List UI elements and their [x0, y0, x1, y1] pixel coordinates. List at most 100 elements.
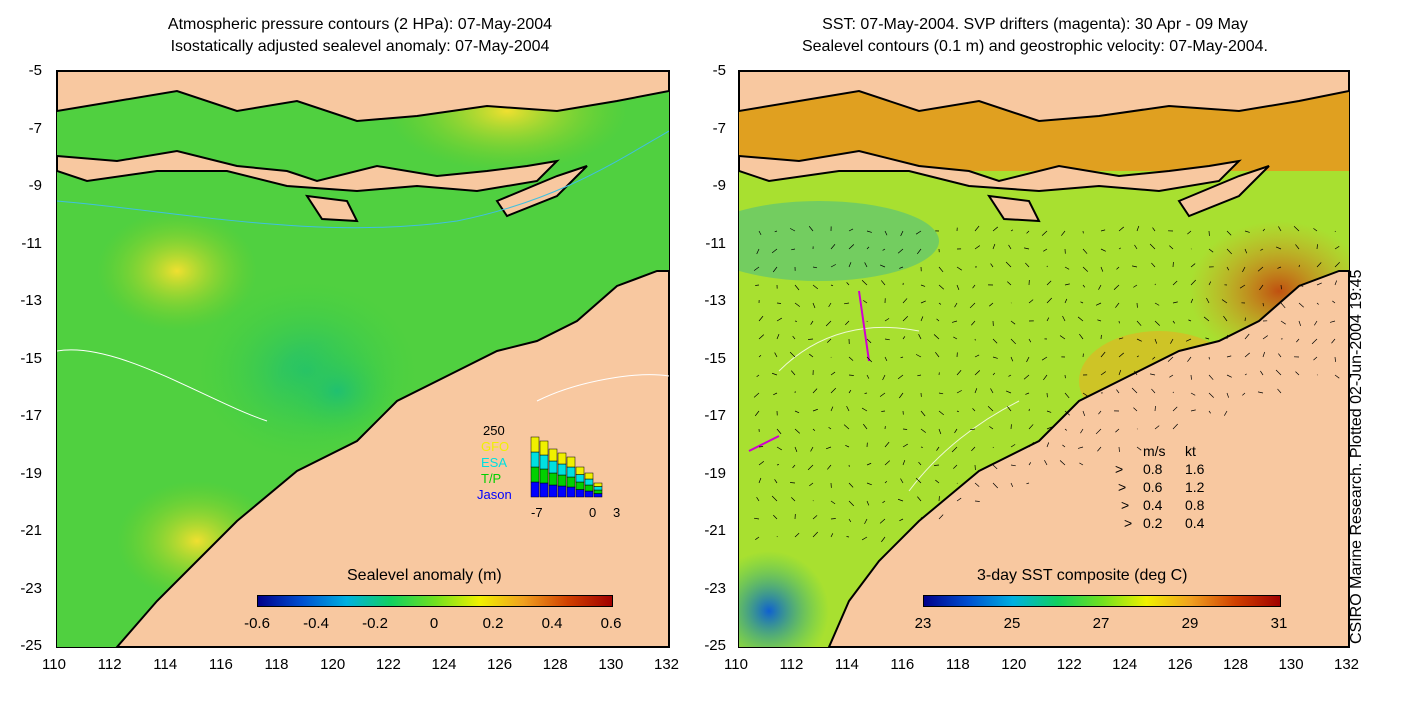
y-tick-label: -17: [20, 407, 42, 424]
x-tick-label: 130: [598, 656, 624, 673]
x-tick-label: 126: [1167, 656, 1193, 673]
hist-bar-segment: [530, 481, 540, 498]
x-tick-label: 120: [1001, 656, 1027, 673]
x-tick-label: 118: [945, 656, 970, 673]
right-colorbar: [923, 595, 1281, 607]
x-tick-label: 126: [487, 656, 513, 673]
y-tick-label: -25: [20, 637, 42, 654]
right-map-panel: m/s kt >0.8 1.6 >0.6 1.2 >0.4 0.8 >0.2 0.4 3-da…: [738, 70, 1350, 648]
colorbar-tick: 0.6: [600, 615, 622, 632]
x-tick-label: 120: [320, 656, 346, 673]
left-title-line1: Atmospheric pressure contours (2 HPa): 0…: [167, 16, 553, 33]
right-title-line1: SST: 07-May-2004. SVP drifters (magenta)…: [822, 16, 1248, 33]
vel-kt: 1.2: [1185, 479, 1205, 495]
right-north-land: [739, 71, 1349, 123]
vel-ms: 0.4: [1143, 497, 1163, 513]
y-tick-label: -19: [704, 464, 726, 482]
vel-kt: 1.6: [1185, 461, 1205, 477]
x-tick-label: 122: [1056, 656, 1082, 673]
x-tick-label: 130: [1278, 656, 1304, 673]
y-tick-label: -15: [20, 349, 42, 367]
hist-bar-segment: [557, 485, 567, 498]
side-credit: CSIRO Marine Research. Plotted 02-Jun-20…: [1348, 269, 1365, 644]
x-tick-label: 110: [42, 656, 66, 673]
y-tick-label: -11: [21, 234, 42, 252]
y-tick-label: -23: [20, 579, 42, 597]
colorbar-tick: -0.6: [244, 615, 270, 632]
y-tick-label: -17: [704, 407, 726, 424]
vel-ms: 0.8: [1143, 461, 1163, 477]
right-australia: [827, 270, 1349, 647]
vel-arrow-icon: >: [1118, 479, 1127, 495]
vel-ms: 0.2: [1143, 515, 1163, 531]
hist-bar-segment: [575, 481, 585, 490]
y-tick-label: -25: [704, 637, 726, 654]
left-north-land: [57, 71, 669, 123]
x-tick-label: 114: [153, 656, 178, 673]
velocity-arrows: [753, 225, 1340, 543]
colorbar-tick: -0.4: [303, 615, 329, 632]
hist-bar-segment: [557, 474, 567, 487]
left-timor: [495, 165, 588, 218]
right-sumba: [986, 194, 1041, 223]
y-tick-label: -5: [712, 62, 726, 79]
x-tick-label: 128: [542, 656, 568, 673]
hist-bar-segment: [530, 436, 540, 453]
vel-arrow-icon: >: [1115, 461, 1124, 477]
y-tick-label: -11: [705, 234, 726, 252]
hist-bar-segment: [584, 478, 594, 486]
y-tick-label: -15: [704, 349, 726, 367]
y-tick-label: -21: [20, 522, 42, 539]
x-tick-label: 114: [834, 656, 859, 673]
y-tick-label: -13: [704, 292, 726, 309]
hist-bar-segment: [539, 468, 549, 484]
left-map: [57, 71, 669, 647]
right-colorbar-title: 3-day SST composite (deg C): [977, 567, 1188, 584]
hist-bar-segment: [530, 466, 540, 483]
hist-bar-segment: [566, 476, 576, 488]
hist-bar-segment: [593, 489, 603, 494]
hist-bar-segment: [566, 456, 576, 468]
hist-bar-segment: [575, 474, 585, 483]
hist-bar-segment: [530, 451, 540, 468]
vel-arrow-icon: >: [1121, 497, 1130, 513]
hist-legend-item: ESA: [481, 455, 508, 470]
vel-arrow-icon: >: [1124, 515, 1133, 531]
y-tick-label: -9: [28, 177, 42, 194]
colorbar-tick: 25: [1003, 615, 1021, 632]
hist-bar-segment: [539, 440, 549, 456]
hist-xtick: 0: [589, 505, 597, 520]
colorbar-tick: 0.2: [482, 615, 504, 632]
x-tick-label: 124: [431, 656, 457, 673]
x-tick-label: 128: [1223, 656, 1249, 673]
vel-header-kt: kt: [1185, 443, 1196, 459]
y-tick-label: -7: [28, 119, 42, 137]
left-australia: [115, 270, 669, 647]
x-tick-label: 124: [1112, 656, 1138, 673]
hist-xtick: 3: [613, 505, 621, 520]
hist-bar-segment: [575, 489, 585, 498]
hist-bar-segment: [584, 472, 594, 480]
hist-bar-segment: [593, 482, 603, 487]
hist-bar-segment: [557, 463, 567, 476]
left-map-panel: Sealevel anomaly (m) -0.6 -0.4 -0.2 0 0.2 0.4…: [56, 70, 670, 648]
hist-bar-segment: [593, 493, 603, 498]
left-sumba: [304, 194, 359, 223]
hist-bar-segment: [584, 490, 594, 498]
y-tick-label: -23: [704, 579, 726, 597]
right-map: [739, 71, 1349, 647]
hist-legend-item: T/P: [481, 471, 502, 486]
hist-bars: [530, 436, 603, 498]
hist-bar-segment: [566, 486, 576, 498]
left-title-line2: Isostatically adjusted sealevel anomaly:…: [170, 38, 550, 55]
hist-bar-segment: [566, 466, 576, 478]
hist-bar-segment: [584, 484, 594, 492]
hist-bar-segment: [557, 452, 567, 465]
colorbar-tick: 29: [1181, 615, 1199, 632]
hist-bar-segment: [548, 460, 558, 474]
hist-bar-segment: [548, 472, 558, 486]
hist-bar-segment: [548, 448, 558, 462]
vel-ms: 0.6: [1143, 479, 1163, 495]
x-tick-label: 116: [208, 656, 233, 673]
hist-ymax: 250: [483, 423, 505, 438]
